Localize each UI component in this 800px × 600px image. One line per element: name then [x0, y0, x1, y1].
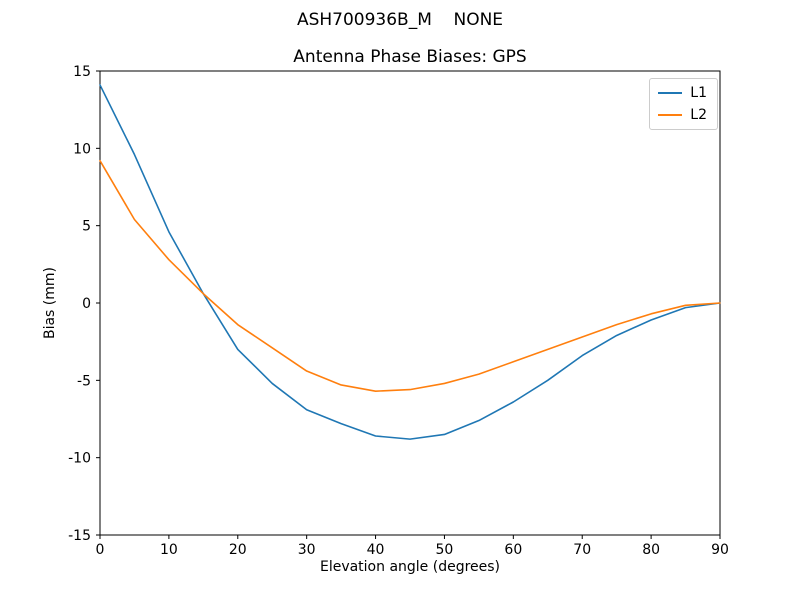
- y-tick-label: -10: [68, 451, 91, 467]
- figure-title: ASH700936B_M NONE: [296, 10, 504, 30]
- x-tick-label: 0: [96, 542, 105, 558]
- series-line-l2: [99, 159, 721, 392]
- x-tick-label: 20: [229, 542, 247, 558]
- legend: L1 L2: [649, 78, 718, 130]
- y-tick-label: -15: [68, 528, 91, 544]
- y-tick-label: 10: [73, 141, 91, 157]
- x-tick-label: 60: [504, 542, 522, 558]
- legend-line-swatch: [658, 114, 683, 116]
- legend-label: L1: [690, 85, 707, 101]
- x-tick-label: 80: [642, 542, 660, 558]
- x-tick-label: 30: [298, 542, 316, 558]
- y-tick-label: 0: [82, 296, 91, 312]
- y-tick-label: 5: [82, 219, 91, 235]
- x-tick-label: 40: [367, 542, 385, 558]
- legend-entry: L2: [658, 107, 707, 123]
- x-tick-label: 10: [160, 542, 178, 558]
- x-tick-label: 90: [711, 542, 729, 558]
- y-tick-label: -5: [77, 373, 91, 389]
- axes-title: Antenna Phase Biases: GPS: [293, 47, 527, 67]
- series-line-l1: [99, 84, 721, 440]
- legend-entry: L1: [658, 85, 707, 101]
- y-tick-label: 15: [73, 64, 91, 80]
- x-axis-label: Elevation angle (degrees): [319, 559, 501, 575]
- legend-line-swatch: [658, 92, 683, 94]
- x-tick-label: 70: [573, 542, 591, 558]
- legend-label: L2: [690, 107, 707, 123]
- axes-frame: [99, 70, 721, 536]
- x-tick-label: 50: [436, 542, 454, 558]
